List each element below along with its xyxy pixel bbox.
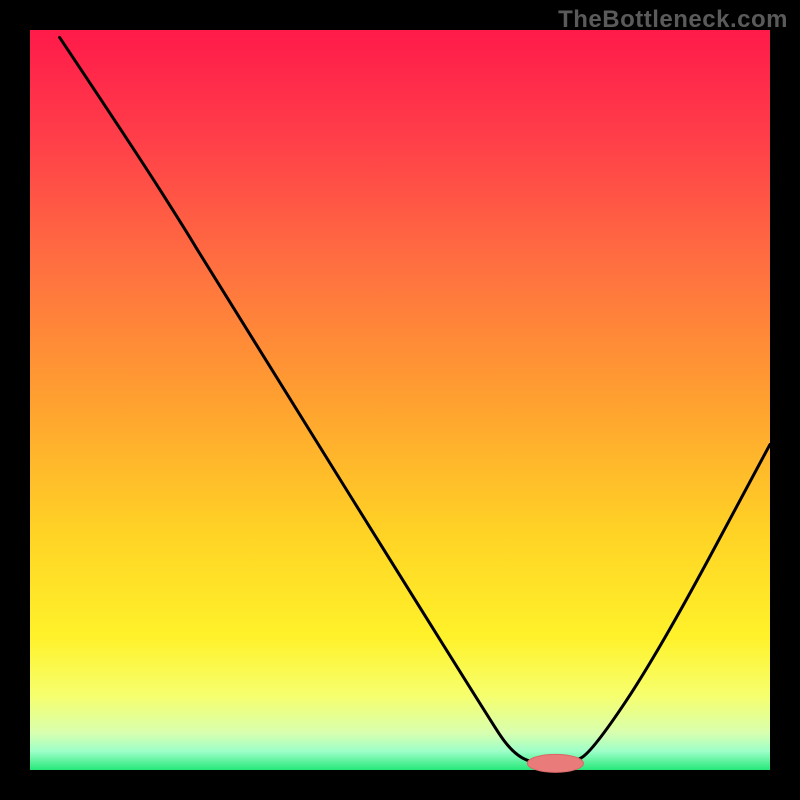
chart-svg bbox=[0, 0, 800, 800]
bottleneck-chart: TheBottleneck.com bbox=[0, 0, 800, 800]
watermark-text: TheBottleneck.com bbox=[558, 6, 788, 34]
optimal-marker bbox=[527, 754, 583, 772]
gradient-plot-area bbox=[30, 30, 770, 770]
